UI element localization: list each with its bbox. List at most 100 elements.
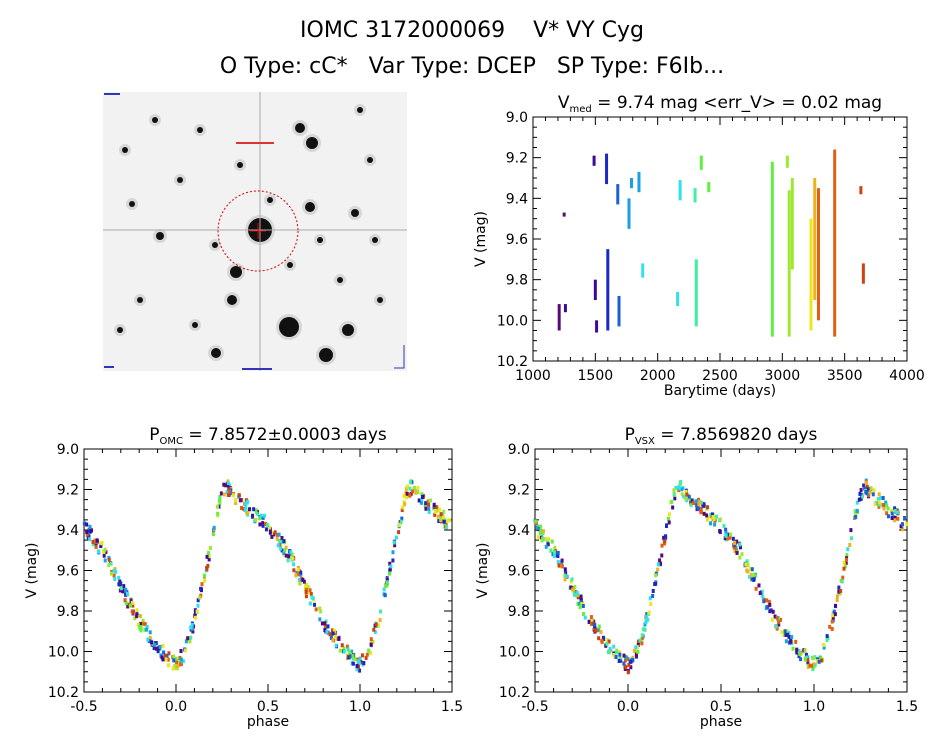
data-point xyxy=(629,665,633,670)
data-point xyxy=(419,500,423,505)
data-point-group xyxy=(637,171,641,193)
data-point xyxy=(775,615,779,620)
data-point xyxy=(215,504,219,509)
data-point xyxy=(97,549,101,554)
data-point xyxy=(579,598,583,603)
data-point xyxy=(158,644,162,649)
data-point xyxy=(117,582,121,587)
data-point xyxy=(645,612,649,617)
data-point xyxy=(571,587,575,592)
data-point xyxy=(864,489,868,494)
data-point xyxy=(855,508,859,513)
y-tick-label: 9.6 xyxy=(508,564,530,580)
data-point xyxy=(862,483,866,488)
data-point xyxy=(563,577,567,582)
label-mark xyxy=(104,93,120,95)
star xyxy=(192,322,198,328)
data-point xyxy=(729,532,733,537)
data-point xyxy=(550,539,554,544)
data-point xyxy=(803,657,807,662)
data-point xyxy=(88,524,92,529)
y-tick-label: 9.2 xyxy=(508,483,530,499)
star xyxy=(342,324,354,336)
data-point xyxy=(205,567,209,572)
data-point xyxy=(589,615,593,620)
label-mark xyxy=(104,366,114,368)
data-point xyxy=(857,497,861,502)
data-point xyxy=(777,620,781,625)
phase-plot-omc: -0.5 0.0 0.5 1.0 1.5 9.0 9.2 9.4 9.6 9.8 10.0 10.2 P… xyxy=(24,425,463,730)
data-point xyxy=(718,529,722,534)
data-point xyxy=(299,572,303,577)
data-point xyxy=(695,499,699,504)
data-point xyxy=(735,539,739,544)
data-point xyxy=(812,656,816,661)
data-point xyxy=(205,554,209,559)
data-point xyxy=(103,547,107,552)
data-point xyxy=(359,660,363,665)
data-point xyxy=(417,498,421,503)
data-point-group xyxy=(676,291,680,307)
data-point xyxy=(593,628,597,633)
data-point xyxy=(672,488,676,493)
data-point xyxy=(206,563,210,568)
data-point xyxy=(636,649,640,654)
data-point xyxy=(769,608,773,613)
data-point xyxy=(753,573,757,578)
data-point xyxy=(884,503,888,508)
data-point xyxy=(124,601,128,606)
data-point xyxy=(246,499,250,504)
data-point xyxy=(167,663,171,668)
data-point xyxy=(815,659,819,664)
y-axis-label: V (mag) xyxy=(473,211,489,267)
data-point xyxy=(305,583,309,588)
data-point xyxy=(553,545,557,550)
data-point xyxy=(222,482,226,487)
data-point xyxy=(631,655,635,660)
data-point xyxy=(393,543,397,548)
data-point xyxy=(406,484,410,489)
data-point xyxy=(85,532,89,537)
data-point xyxy=(135,610,139,615)
data-point xyxy=(689,503,693,508)
data-point xyxy=(439,512,443,517)
data-point xyxy=(710,512,714,517)
data-point xyxy=(388,561,392,566)
x-axis-label: phase xyxy=(247,714,289,730)
data-point xyxy=(538,530,542,535)
data-point xyxy=(342,649,346,654)
data-point xyxy=(122,584,126,589)
data-point-group xyxy=(629,178,633,189)
x-tick-label: 3500 xyxy=(827,368,863,384)
data-point xyxy=(427,502,431,507)
data-point xyxy=(392,540,396,545)
data-point xyxy=(268,530,272,535)
data-point xyxy=(323,628,327,633)
data-point xyxy=(218,500,222,505)
data-point xyxy=(161,657,165,662)
data-point xyxy=(164,657,168,662)
data-point xyxy=(135,614,139,619)
data-point xyxy=(351,661,355,666)
data-point xyxy=(436,514,440,519)
data-point-group xyxy=(861,263,865,284)
data-point xyxy=(143,627,147,632)
data-point xyxy=(549,548,553,553)
data-point xyxy=(846,547,850,552)
data-point-group xyxy=(833,149,837,337)
data-point xyxy=(387,571,391,576)
data-point xyxy=(99,541,103,546)
data-point xyxy=(697,499,701,504)
data-point xyxy=(156,649,160,654)
data-point xyxy=(660,543,664,548)
data-point xyxy=(378,618,382,623)
data-point xyxy=(311,596,315,601)
data-point xyxy=(617,658,621,663)
data-point xyxy=(266,523,270,528)
data-point xyxy=(640,633,644,638)
data-point xyxy=(865,484,869,489)
data-point xyxy=(193,608,197,613)
data-point xyxy=(820,658,824,663)
y-tick-label: 10.0 xyxy=(499,645,530,661)
data-point xyxy=(563,567,567,572)
